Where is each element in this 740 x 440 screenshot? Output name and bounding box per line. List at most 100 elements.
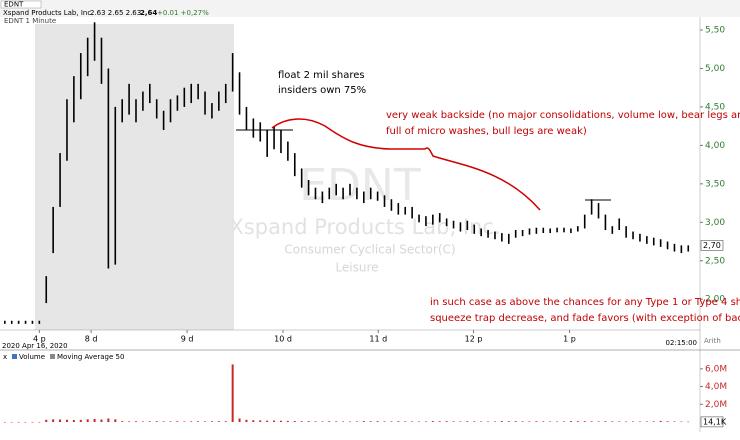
volume-bar — [307, 421, 310, 422]
y-tick-label: 2,50 — [705, 256, 725, 266]
volume-bar — [210, 421, 213, 422]
volume-bar — [618, 421, 621, 422]
volume-bar — [141, 421, 144, 422]
symbol: EDNT — [4, 1, 24, 9]
last-value-box — [700, 240, 724, 251]
volume-bar — [369, 421, 372, 422]
volume-bar — [687, 421, 690, 423]
volume-bar — [452, 421, 455, 422]
volume-bar — [638, 421, 641, 423]
volume-bar — [238, 418, 241, 422]
volume-bar — [204, 421, 207, 422]
y-tick-label: 5,00 — [705, 64, 725, 74]
volume-bar — [176, 421, 179, 422]
legend-entry: Volume — [19, 353, 45, 361]
watermark-symbol: EDNT — [299, 160, 421, 211]
volume-bar — [328, 421, 331, 422]
volume-bar — [293, 421, 296, 422]
volume-bar — [17, 421, 20, 423]
watermark-company: Xspand Products Lab, Inc. — [229, 215, 500, 239]
change: +0.01 +0,27% — [157, 9, 209, 17]
y-tick-label: 3,00 — [705, 218, 725, 228]
volume-bar — [507, 421, 510, 422]
volume-bar — [107, 418, 110, 422]
y-tick-label: 4,0M — [705, 382, 727, 392]
volume-bar — [169, 421, 172, 422]
y-tick-label: 3,50 — [705, 179, 725, 189]
volume-bar — [383, 421, 386, 422]
volume-bar — [680, 421, 683, 423]
volume-bar — [52, 419, 55, 422]
volume-bar — [245, 419, 248, 422]
volume-bar — [480, 421, 483, 422]
last-price: 2,64 — [140, 9, 157, 17]
volume-bar — [86, 419, 89, 422]
volume-bar — [390, 421, 393, 422]
volume-bar — [590, 421, 593, 422]
symbol-box[interactable] — [0, 0, 42, 9]
x-tick-label: 4 p — [33, 335, 46, 344]
annotation: full of micro washes, bull legs are weak… — [386, 126, 587, 137]
volume-bar — [514, 421, 517, 422]
x-tick-label: 8 d — [85, 335, 98, 344]
volume-bar — [162, 421, 165, 422]
volume-bar — [542, 421, 545, 422]
volume-bar — [438, 421, 441, 422]
volume-bar — [286, 420, 289, 422]
volume-bar — [673, 421, 676, 422]
volume-bar — [576, 421, 579, 422]
volume-bar — [625, 421, 628, 423]
volume-bar — [259, 420, 262, 422]
x-tick-label: 11 d — [369, 335, 387, 344]
volume-bar — [148, 421, 151, 422]
scale-label: Arith — [704, 337, 721, 345]
volume-bar — [93, 418, 96, 422]
volume-bar — [24, 421, 27, 423]
volume-bar — [45, 419, 48, 422]
last-value-label: 2,70 — [703, 241, 721, 250]
volume-bar — [549, 421, 552, 422]
annotation: very weak backside (no major consolidati… — [386, 110, 740, 121]
y-tick-label: 5,50 — [705, 26, 725, 36]
volume-bar — [231, 364, 234, 422]
y-tick-label: 2,0M — [705, 400, 727, 410]
legend-swatch — [50, 354, 55, 359]
volume-bar — [279, 420, 282, 422]
volume-bar — [134, 421, 137, 422]
volume-bar — [38, 421, 41, 423]
close-pane[interactable]: x — [3, 353, 7, 361]
volume-bar — [224, 421, 227, 422]
volume-bar — [652, 421, 655, 422]
volume-bar — [114, 419, 117, 422]
volume-bar — [266, 420, 269, 422]
volume-bar — [556, 421, 559, 423]
toolbar — [0, 0, 740, 17]
volume-bar — [3, 421, 6, 423]
annotation-curve — [271, 118, 541, 211]
volume-bar — [424, 421, 427, 422]
volume-bar — [431, 421, 434, 422]
volume-bar — [397, 421, 400, 422]
volume-bar — [273, 420, 276, 422]
volume-bar — [418, 421, 421, 423]
legend-swatch — [12, 354, 17, 359]
volume-bar — [459, 421, 462, 422]
volume-bar — [197, 421, 200, 422]
volume-bar — [611, 421, 614, 422]
last-value-label: 14,1K — [703, 417, 727, 426]
volume-bar — [65, 419, 68, 422]
indicator-label: Moving Average 50 — [57, 353, 124, 361]
chart-label: EDNT 1 Minute — [4, 17, 56, 25]
company: Xspand Products Lab, Inc. — [3, 9, 93, 17]
volume-bar — [500, 421, 503, 422]
volume-bar — [645, 421, 648, 422]
volume-bar — [569, 421, 572, 422]
volume-bar — [404, 421, 407, 422]
quote: 2.63 2.65 2.63 — [90, 9, 141, 17]
volume-bar — [583, 421, 586, 422]
volume-bar — [183, 421, 186, 422]
session-shade — [35, 24, 234, 330]
annotation: float 2 mil shares — [278, 70, 365, 81]
volume-bar — [79, 419, 82, 422]
